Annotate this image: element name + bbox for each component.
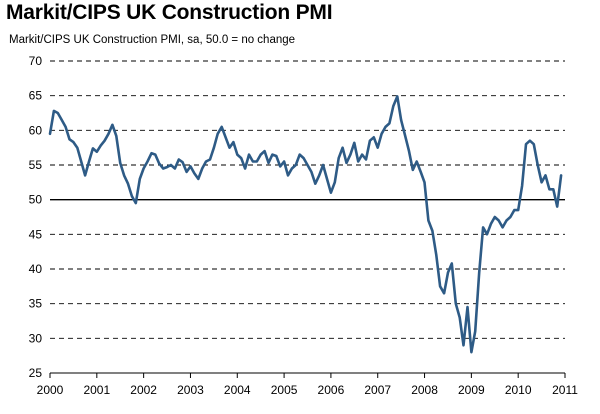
series-layer [48,95,563,354]
y-tick-label: 55 [29,158,43,172]
x-tick-label: 2011 [552,383,578,397]
x-tick-label: 2005 [271,383,298,397]
x-tick-label: 2001 [83,383,110,397]
gridlines [50,60,565,374]
y-tick-label: 65 [29,89,43,103]
x-tick-label: 2003 [177,383,204,397]
y-tick-label: 35 [29,297,43,311]
y-tick-label: 40 [29,262,43,276]
x-tick-label: 2006 [318,383,345,397]
x-tick-label: 2010 [505,383,532,397]
y-tick-label: 45 [29,227,43,241]
x-tick-label: 2004 [224,383,251,397]
y-tick-label: 25 [29,366,43,380]
x-axis-ticks: 2000 2001 2002 2003 2004 2005 2006 2007 2008 2009… [37,373,578,397]
y-tick-label: 70 [29,54,43,68]
x-tick-label: 2000 [37,383,64,397]
y-tick-label: 50 [29,193,43,207]
x-tick-label: 2007 [364,383,391,397]
series-line [48,95,563,354]
y-tick-label: 30 [29,331,43,345]
chart-title: Markit/CIPS UK Construction PMI [6,1,333,24]
x-tick-label: 2008 [411,383,438,397]
y-axis-ticks: 25 30 35 40 45 50 55 60 65 70 [29,54,43,380]
x-tick-label: 2009 [458,383,485,397]
x-tick-label: 2002 [130,383,157,397]
chart-subtitle: Markit/CIPS UK Construction PMI, sa, 50.… [9,34,296,46]
y-tick-label: 60 [29,123,43,137]
